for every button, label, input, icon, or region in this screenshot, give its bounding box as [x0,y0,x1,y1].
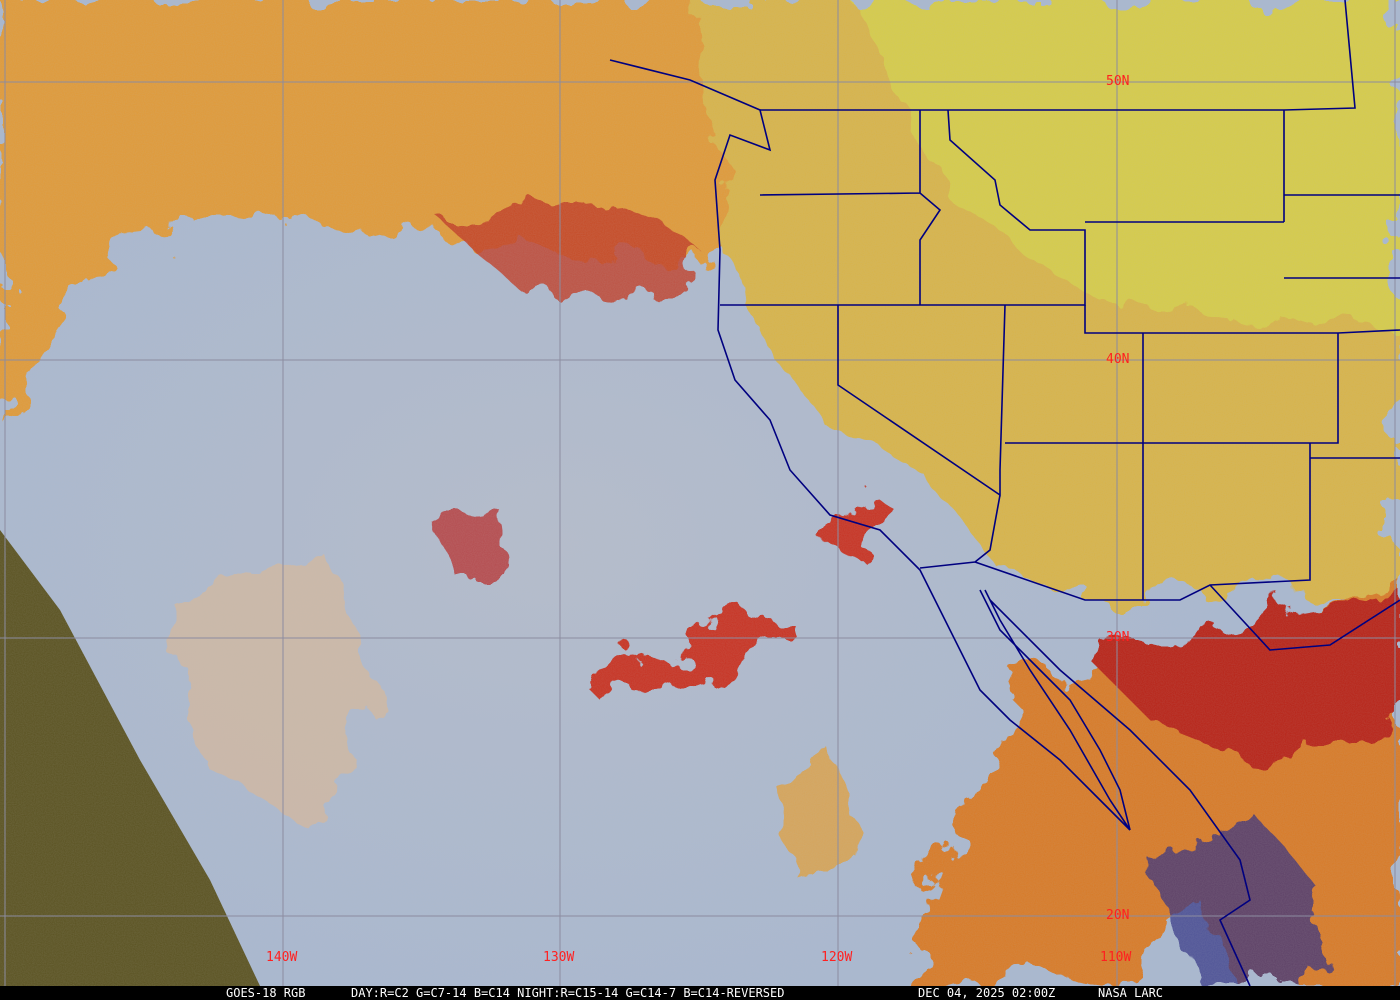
timestamp: DEC 04, 2025 02:00Z [918,986,1056,1000]
lon-label-140w: 140W [266,950,297,965]
borders [609,0,1400,986]
lat-label-50n: 50N [1106,74,1129,89]
satellite-name: GOES-18 RGB [226,986,306,1000]
lat-label-30n: 30N [1106,630,1129,645]
lon-label-120w: 120W [821,950,852,965]
state-lines-northwest [720,109,1400,306]
rgb-recipe: DAY:R=C2 G=C7-14 B=C14 NIGHT:R=C15-14 G=… [351,986,785,1000]
caption-bar: GOES-18 RGB DAY:R=C2 G=C7-14 B=C14 NIGHT… [0,986,1400,1000]
latitude-labels: 50N 40N 30N 20N [1106,74,1129,923]
longitude-labels: 140W 130W 120W 110W [266,950,1131,965]
canada-us-border [760,0,1356,222]
mexico-mainland-coast [989,599,1251,986]
baja-peninsula [979,589,1131,831]
lon-label-110w: 110W [1100,950,1131,965]
lat-label-20n: 20N [1106,908,1129,923]
mexico-border-east [1209,584,1400,651]
west-coastline [609,59,1131,831]
lat-label-40n: 40N [1106,352,1129,367]
lon-label-130w: 130W [543,950,574,965]
source: NASA LARC [1098,986,1164,1000]
state-lines-southwest [837,304,1400,601]
